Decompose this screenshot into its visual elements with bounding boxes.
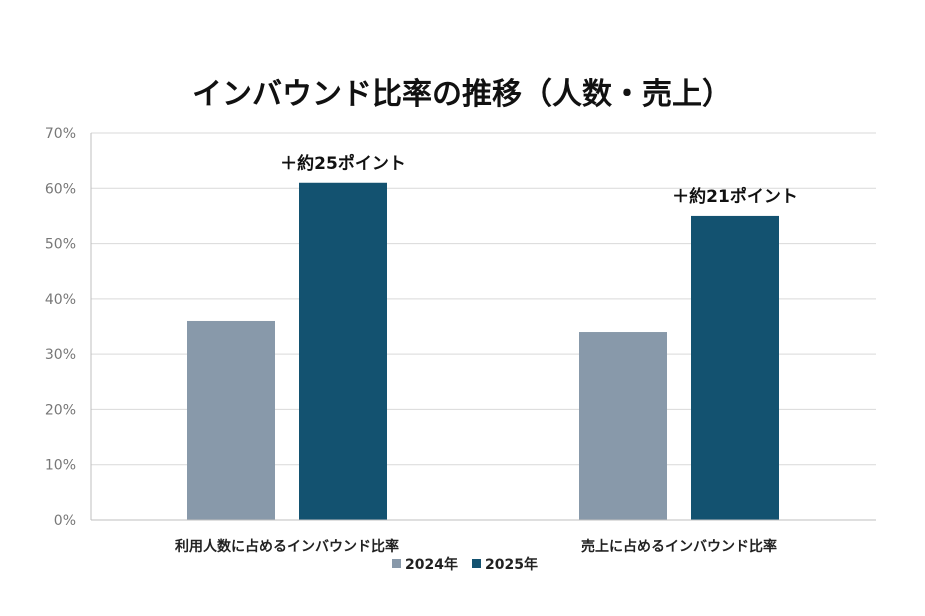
y-tick-label: 20% — [45, 402, 76, 418]
bar-2024-sales — [579, 332, 667, 520]
legend-swatch-2024 — [392, 559, 401, 568]
y-tick-label: 30% — [45, 347, 76, 363]
bar-2024-visitors — [187, 320, 275, 520]
annotation-sales: ＋約21ポイント — [672, 186, 798, 207]
legend-swatch-2025 — [472, 559, 481, 568]
y-tick-label: 10% — [45, 458, 76, 474]
category-label-sales: 売上に占めるインバウンド比率 — [581, 538, 777, 555]
y-axis: 0% 10% 20% 30% 40% 50% 60% 70% — [45, 126, 92, 529]
y-tick-label: 70% — [45, 126, 76, 142]
annotation-visitors: ＋約25ポイント — [280, 153, 406, 174]
y-tick-label: 40% — [45, 292, 76, 308]
legend: 2024年 2025年 — [392, 556, 538, 573]
legend-label-2024: 2024年 — [405, 556, 458, 573]
category-label-visitors: 利用人数に占めるインバウンド比率 — [175, 538, 399, 555]
legend-label-2025: 2025年 — [485, 556, 538, 573]
y-tick-label: 60% — [45, 181, 76, 197]
y-tick-label: 50% — [45, 237, 76, 253]
bar-2025-visitors — [299, 182, 387, 520]
bar-2025-sales — [691, 215, 779, 520]
y-tick-label: 0% — [54, 513, 76, 529]
chart-title: インバウンド比率の推移（人数・売上） — [192, 77, 732, 112]
